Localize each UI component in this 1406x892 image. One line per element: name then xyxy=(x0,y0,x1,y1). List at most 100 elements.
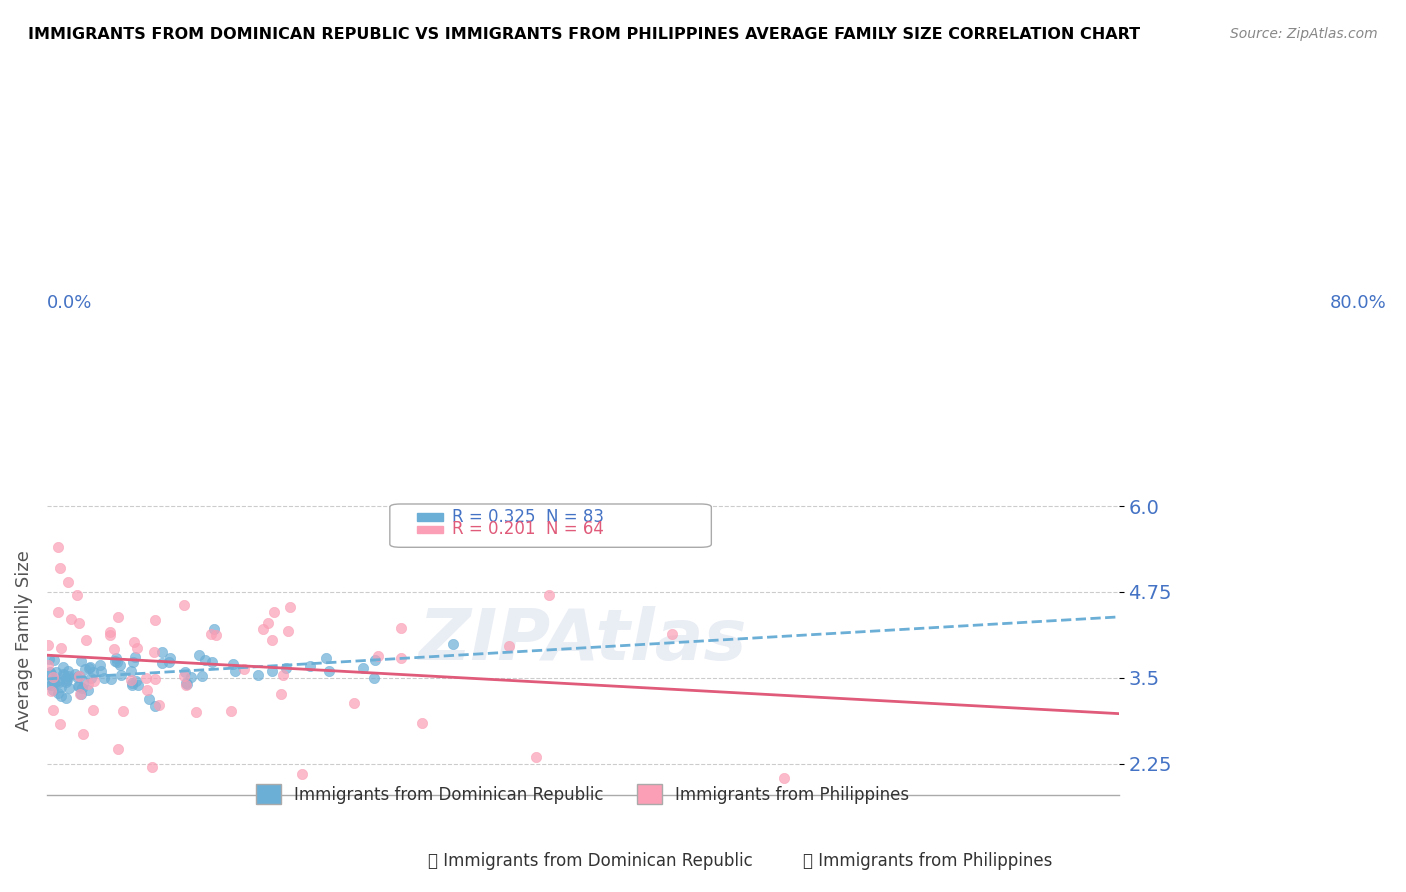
Point xyxy=(274,661,297,675)
Point xyxy=(45,674,67,689)
Point xyxy=(186,705,208,719)
Point xyxy=(49,680,72,694)
Point xyxy=(352,661,374,675)
FancyBboxPatch shape xyxy=(389,504,711,548)
Point xyxy=(69,687,91,701)
Text: 0.0%: 0.0% xyxy=(46,293,93,311)
Point xyxy=(441,637,464,651)
Point xyxy=(257,615,280,630)
Point xyxy=(122,635,145,649)
Point xyxy=(222,657,245,671)
Point xyxy=(150,645,173,659)
Point xyxy=(89,657,111,672)
Point xyxy=(124,673,146,688)
Point xyxy=(93,671,115,685)
Point xyxy=(55,671,77,685)
Legend: Immigrants from Dominican Republic, Immigrants from Philippines: Immigrants from Dominican Republic, Immi… xyxy=(249,778,917,811)
Point xyxy=(191,669,214,683)
Point xyxy=(49,561,72,575)
Point xyxy=(42,674,65,689)
Point xyxy=(260,633,283,648)
Point xyxy=(100,672,122,686)
Point xyxy=(60,612,83,626)
Point xyxy=(49,717,72,731)
Point xyxy=(67,679,90,693)
Point xyxy=(110,658,132,673)
Point xyxy=(204,628,226,642)
Point xyxy=(58,681,80,696)
Point xyxy=(122,655,145,669)
Point xyxy=(37,677,59,691)
Point xyxy=(105,655,128,669)
Point xyxy=(104,650,127,665)
Point xyxy=(110,668,132,682)
Point xyxy=(194,653,217,667)
Point xyxy=(318,665,340,679)
Point xyxy=(56,669,79,683)
Point xyxy=(260,664,283,678)
Point xyxy=(174,676,197,690)
Point xyxy=(148,698,170,712)
Point xyxy=(298,658,321,673)
Point xyxy=(48,685,70,699)
Point xyxy=(75,633,97,648)
Point xyxy=(107,741,129,756)
Point xyxy=(174,678,197,692)
Point xyxy=(232,662,254,676)
Point xyxy=(187,648,209,662)
Point xyxy=(98,627,121,641)
Point xyxy=(70,681,93,695)
Point xyxy=(39,665,62,680)
Point xyxy=(41,666,63,681)
Point xyxy=(37,658,59,673)
Point xyxy=(661,627,683,641)
Point xyxy=(135,671,157,685)
Point xyxy=(55,690,77,705)
Point xyxy=(66,679,89,693)
Point xyxy=(46,541,69,555)
Point xyxy=(56,673,79,688)
Point xyxy=(200,627,222,641)
Point xyxy=(67,615,90,630)
Point xyxy=(142,645,165,659)
Point xyxy=(77,661,100,675)
Point xyxy=(39,678,62,692)
Text: R = 0.325  N = 83: R = 0.325 N = 83 xyxy=(451,508,605,526)
Point xyxy=(141,760,163,774)
Point xyxy=(121,675,143,690)
Point xyxy=(48,675,70,690)
Point xyxy=(174,665,197,679)
Point xyxy=(367,649,389,664)
Text: Source: ZipAtlas.com: Source: ZipAtlas.com xyxy=(1230,27,1378,41)
Text: ⬜ Immigrants from Philippines: ⬜ Immigrants from Philippines xyxy=(803,852,1053,870)
Point xyxy=(72,727,94,741)
Point xyxy=(277,624,299,639)
Point xyxy=(77,677,100,691)
Point xyxy=(278,599,301,614)
Point xyxy=(135,683,157,698)
Point xyxy=(263,605,285,619)
Point xyxy=(364,653,387,667)
Point xyxy=(67,669,90,683)
Point xyxy=(143,672,166,686)
Point xyxy=(411,715,433,730)
Point xyxy=(63,667,86,681)
Point xyxy=(52,666,75,681)
Bar xyxy=(416,513,443,521)
Point xyxy=(82,665,104,679)
Point xyxy=(125,640,148,655)
Point xyxy=(42,675,65,690)
Point xyxy=(83,674,105,689)
Point xyxy=(180,670,202,684)
Point xyxy=(143,613,166,627)
Point xyxy=(52,660,75,674)
Point xyxy=(363,671,385,685)
Bar xyxy=(416,525,443,533)
Point xyxy=(498,639,520,653)
Point xyxy=(104,654,127,668)
Point xyxy=(201,655,224,669)
Point xyxy=(173,668,195,682)
Point xyxy=(173,598,195,612)
Point xyxy=(66,588,89,602)
Point xyxy=(79,660,101,674)
